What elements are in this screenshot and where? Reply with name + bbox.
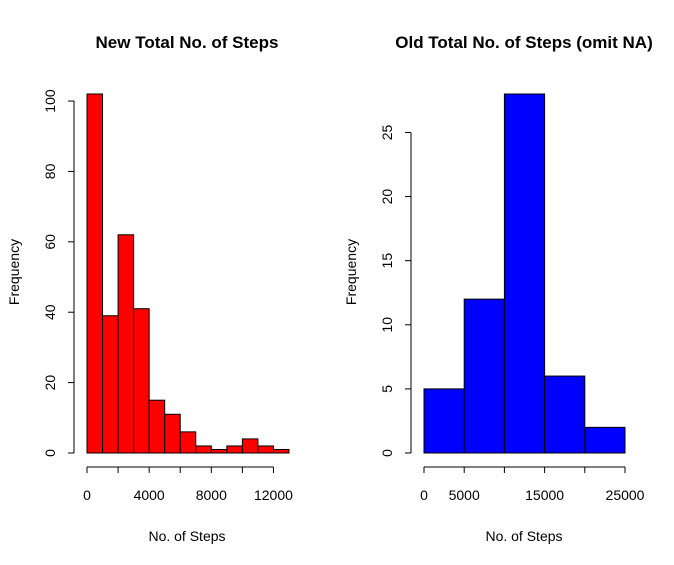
x-axis-label: No. of Steps (148, 528, 225, 544)
y-tick-label: 100 (42, 89, 58, 113)
bar (257, 445, 274, 454)
x-tick-label: 5000 (449, 487, 480, 503)
bar (503, 93, 546, 454)
x-axis: 0 5000 15000 25000 (420, 466, 645, 503)
bar (210, 448, 228, 454)
bar (463, 298, 505, 454)
bar (179, 431, 197, 454)
bar (86, 93, 104, 454)
bar (102, 315, 119, 454)
bar (117, 234, 135, 454)
x-tick-label: 15000 (525, 487, 564, 503)
y-axis: 0 20 40 60 80 100 (42, 89, 75, 457)
bar (544, 375, 586, 454)
y-tick-label: 10 (379, 317, 395, 333)
bar (164, 413, 181, 454)
x-tick-label: 4000 (134, 487, 165, 503)
x-axis: 0 4000 8000 12000 (83, 466, 293, 503)
bars (423, 93, 626, 454)
y-tick-label: 15 (379, 253, 395, 269)
x-tick-label: 12000 (254, 487, 293, 503)
bar (423, 388, 465, 454)
x-tick-label: 8000 (196, 487, 227, 503)
bar (195, 445, 212, 454)
y-tick-label: 0 (42, 449, 58, 457)
chart-title: Old Total No. of Steps (omit NA) (395, 33, 653, 52)
x-axis-label: No. of Steps (485, 528, 562, 544)
y-tick-label: 25 (379, 124, 395, 140)
y-tick-label: 60 (42, 234, 58, 250)
bar (133, 308, 150, 454)
x-tick-label: 25000 (606, 487, 645, 503)
bar (148, 399, 166, 454)
y-tick-label: 20 (379, 189, 395, 205)
y-tick-label: 5 (379, 385, 395, 393)
y-axis-label: Frequency (6, 239, 22, 305)
histogram-new-total-steps: New Total No. of Steps No. of Steps Freq… (6, 33, 293, 544)
bar (226, 445, 243, 454)
bar (584, 426, 626, 454)
histogram-old-total-steps: Old Total No. of Steps (omit NA) No. of … (343, 33, 653, 544)
x-tick-label: 0 (83, 487, 91, 503)
bar (272, 448, 290, 454)
y-tick-label: 0 (379, 449, 395, 457)
y-tick-label: 80 (42, 163, 58, 179)
bars (86, 93, 290, 454)
y-axis: 0 5 10 15 20 25 (379, 124, 412, 457)
bar (241, 438, 259, 454)
chart-title: New Total No. of Steps (96, 33, 279, 52)
y-tick-label: 20 (42, 375, 58, 391)
y-axis-label: Frequency (343, 239, 359, 305)
y-tick-label: 40 (42, 304, 58, 320)
x-tick-label: 0 (420, 487, 428, 503)
